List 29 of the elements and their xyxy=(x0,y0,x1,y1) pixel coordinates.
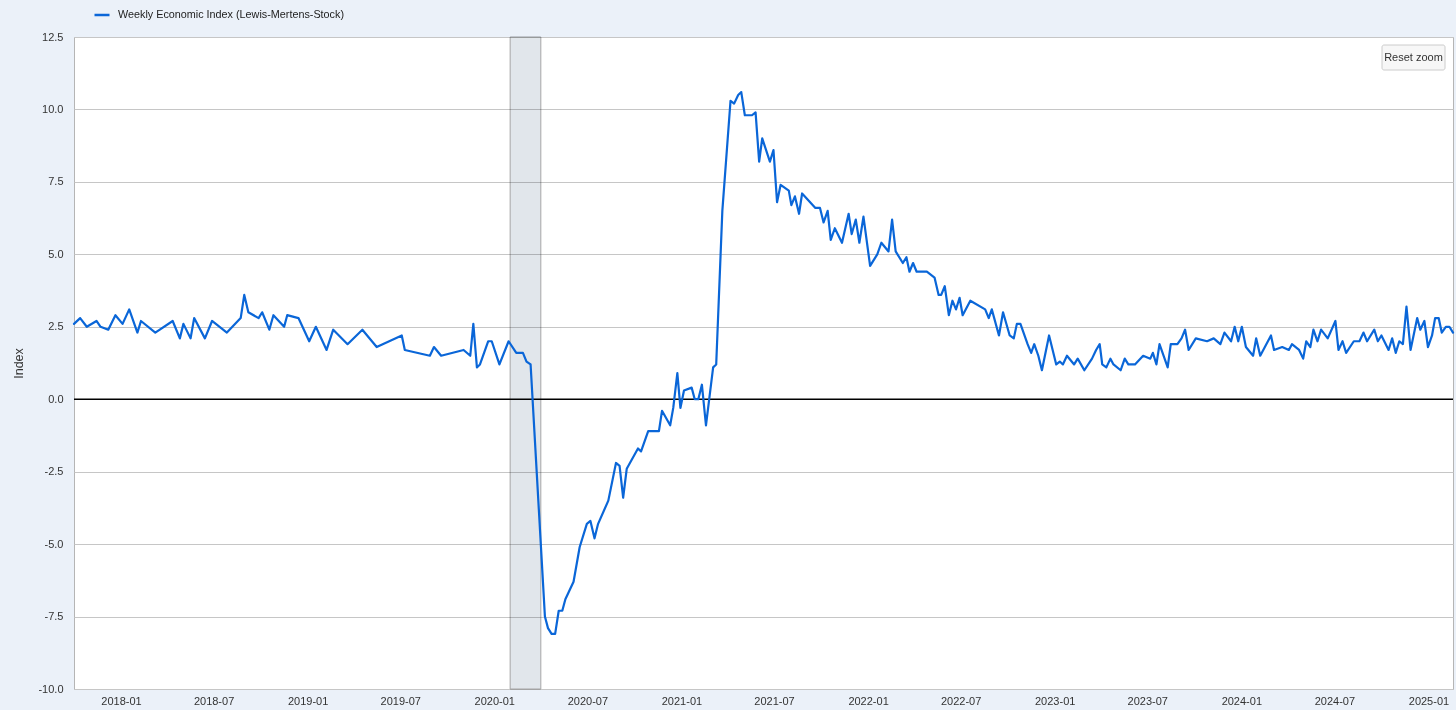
y-tick-label: 2.5 xyxy=(48,320,64,333)
x-tick-label: 2022-07 xyxy=(940,694,982,707)
x-tick-label: 2021-07 xyxy=(754,694,795,707)
legend-label: Weekly Economic Index (Lewis-Mertens-Stock) xyxy=(118,8,345,20)
x-tick-label: 2024-01 xyxy=(1221,694,1263,707)
y-tick-label: -2.5 xyxy=(44,465,64,478)
x-tick-label: 2023-07 xyxy=(1127,694,1168,707)
x-tick-label: 2025-01 xyxy=(1408,694,1450,707)
x-tick-label: 2022-01 xyxy=(848,694,889,707)
y-tick-label: 10.0 xyxy=(42,102,64,115)
y-tick-label: -5.0 xyxy=(44,537,64,550)
x-tick-label: 2019-01 xyxy=(287,694,329,707)
x-tick-label: 2023-01 xyxy=(1035,694,1076,707)
x-tick-label: 2018-01 xyxy=(101,694,142,707)
x-tick-label: 2020-07 xyxy=(567,694,609,707)
x-tick-label: 2020-01 xyxy=(474,694,515,707)
y-axis-title: Index xyxy=(11,347,26,379)
y-tick-label: 5.0 xyxy=(48,247,64,260)
line-series xyxy=(72,90,1455,636)
y-tick-label: -7.5 xyxy=(44,610,64,623)
y-tick-label: -10.0 xyxy=(38,682,64,695)
y-tick-label: 12.5 xyxy=(42,30,64,43)
annotation: Reset zoom xyxy=(1384,50,1443,63)
x-tick-label: 2021-01 xyxy=(661,694,703,707)
x-tick-label: 2019-07 xyxy=(380,694,421,707)
y-tick-label: 0.0 xyxy=(48,392,64,405)
y-tick-label: 7.5 xyxy=(48,175,64,188)
x-tick-label: 2018-07 xyxy=(193,694,235,707)
x-tick-label: 2024-07 xyxy=(1314,694,1356,707)
